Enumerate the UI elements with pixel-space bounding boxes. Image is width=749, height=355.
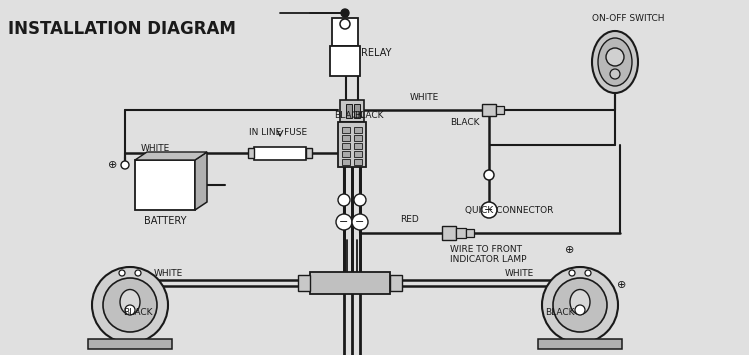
Text: RED: RED xyxy=(400,215,419,224)
Circle shape xyxy=(125,305,135,315)
Text: INSTALLATION DIAGRAM: INSTALLATION DIAGRAM xyxy=(8,20,236,38)
Bar xyxy=(390,275,402,291)
Circle shape xyxy=(352,214,368,230)
Bar xyxy=(538,339,622,349)
Circle shape xyxy=(92,267,168,343)
Text: BLACK: BLACK xyxy=(354,111,383,120)
Circle shape xyxy=(585,270,591,276)
Text: ⊕: ⊕ xyxy=(565,245,574,255)
Bar xyxy=(482,104,496,116)
Polygon shape xyxy=(135,152,207,160)
Circle shape xyxy=(553,278,607,332)
Bar xyxy=(342,159,350,165)
Text: BATTERY: BATTERY xyxy=(144,216,187,226)
Bar xyxy=(342,127,350,133)
Bar xyxy=(466,229,474,237)
Bar xyxy=(354,159,362,165)
Text: WHITE: WHITE xyxy=(505,269,534,279)
Text: WHITE: WHITE xyxy=(410,93,439,102)
Text: WHITE: WHITE xyxy=(140,144,169,153)
Ellipse shape xyxy=(592,31,638,93)
Text: −: − xyxy=(485,205,494,215)
Bar xyxy=(456,228,466,238)
Ellipse shape xyxy=(570,289,590,315)
Circle shape xyxy=(610,69,620,79)
Bar xyxy=(346,104,352,118)
Bar xyxy=(338,122,366,167)
Circle shape xyxy=(575,305,585,315)
Text: −: − xyxy=(355,217,365,227)
Circle shape xyxy=(135,270,141,276)
Text: BLACK: BLACK xyxy=(334,111,363,120)
Bar xyxy=(340,100,364,122)
Circle shape xyxy=(119,270,125,276)
Text: BLACK: BLACK xyxy=(124,308,153,317)
Bar xyxy=(342,151,350,157)
Circle shape xyxy=(338,194,350,206)
Circle shape xyxy=(103,278,157,332)
Text: ⊕: ⊕ xyxy=(109,160,118,170)
Text: WIRE TO FRONT
INDICATOR LAMP: WIRE TO FRONT INDICATOR LAMP xyxy=(450,245,527,264)
Circle shape xyxy=(481,202,497,218)
Polygon shape xyxy=(195,152,207,210)
Text: −: − xyxy=(339,217,349,227)
Text: ON-OFF SWITCH: ON-OFF SWITCH xyxy=(592,14,664,23)
Text: WHITE: WHITE xyxy=(154,269,184,279)
Circle shape xyxy=(542,267,618,343)
Bar xyxy=(88,339,172,349)
Bar xyxy=(332,18,358,46)
Circle shape xyxy=(606,48,624,66)
Bar xyxy=(354,127,362,133)
Bar xyxy=(310,272,390,294)
Circle shape xyxy=(341,9,349,17)
Bar xyxy=(298,275,310,291)
Text: RELAY: RELAY xyxy=(361,48,392,58)
Text: IN LINE FUSE: IN LINE FUSE xyxy=(249,128,307,137)
Ellipse shape xyxy=(120,289,140,315)
Bar xyxy=(354,135,362,141)
Bar xyxy=(135,160,195,210)
Circle shape xyxy=(569,270,575,276)
Circle shape xyxy=(340,19,350,29)
Bar xyxy=(496,106,504,114)
Bar xyxy=(354,151,362,157)
Bar xyxy=(330,46,360,76)
Text: ⊕: ⊕ xyxy=(617,280,627,290)
Circle shape xyxy=(354,194,366,206)
Text: QUICK CONNECTOR: QUICK CONNECTOR xyxy=(465,206,554,215)
Circle shape xyxy=(121,161,129,169)
Circle shape xyxy=(484,170,494,180)
Circle shape xyxy=(336,214,352,230)
Bar xyxy=(248,148,254,158)
Bar xyxy=(343,10,347,16)
Text: BLACK: BLACK xyxy=(450,118,479,127)
Bar xyxy=(306,148,312,158)
Bar xyxy=(354,104,360,118)
Bar xyxy=(354,143,362,149)
Bar xyxy=(342,143,350,149)
Bar xyxy=(342,135,350,141)
Text: BLACK: BLACK xyxy=(545,308,574,317)
Ellipse shape xyxy=(598,38,632,86)
Bar xyxy=(254,147,306,160)
Bar xyxy=(442,226,456,240)
